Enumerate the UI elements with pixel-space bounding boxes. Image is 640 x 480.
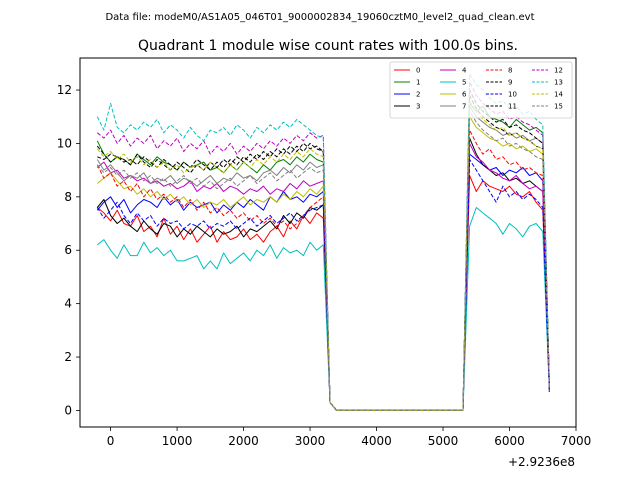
legend-label-11: 11 [508, 103, 517, 111]
legend-label-6: 6 [462, 91, 467, 99]
x-tick-label-0: 0 [107, 434, 115, 448]
series-line-15 [96, 110, 550, 411]
legend-label-15: 15 [554, 103, 563, 111]
legend-label-2: 2 [416, 91, 420, 99]
x-tick-label-7: 7000 [561, 434, 592, 448]
y-tick-label-5: 10 [57, 136, 72, 150]
chart-suptitle: Data file: modeM0/AS1A05_046T01_90000028… [105, 12, 534, 23]
legend-label-1: 1 [416, 79, 420, 87]
x-axis-offset-label: +2.9236e8 [508, 455, 575, 469]
chart-title: Quadrant 1 module wise count rates with … [138, 38, 518, 54]
legend-label-9: 9 [508, 79, 512, 87]
x-tick-label-1: 1000 [162, 434, 193, 448]
x-tick-label-4: 4000 [361, 434, 392, 448]
y-tick-label-6: 12 [57, 83, 72, 97]
y-tick-label-1: 2 [64, 350, 72, 364]
legend-label-14: 14 [554, 91, 563, 99]
y-axis: 0 2 4 6 8 10 12 [57, 83, 80, 417]
legend-label-4: 4 [462, 67, 467, 75]
legend-label-0: 0 [416, 67, 420, 75]
y-tick-label-2: 4 [64, 297, 72, 311]
x-tick-label-3: 3000 [295, 434, 326, 448]
legend-label-13: 13 [554, 79, 563, 87]
legend-label-3: 3 [416, 103, 420, 111]
x-tick-label-2: 2000 [228, 434, 259, 448]
legend-label-7: 7 [462, 103, 466, 111]
x-tick-label-5: 5000 [428, 434, 459, 448]
plot-frame [79, 57, 577, 428]
series-line-10 [96, 159, 550, 411]
x-tick-label-6: 6000 [494, 434, 525, 448]
legend-label-12: 12 [554, 67, 563, 75]
series-line-5 [96, 207, 550, 411]
legend-label-8: 8 [508, 67, 512, 75]
y-tick-label-3: 6 [64, 243, 72, 257]
y-tick-label-0: 0 [64, 403, 72, 417]
legend-label-10: 10 [508, 91, 517, 99]
legend-box [389, 61, 573, 119]
y-tick-label-4: 8 [64, 190, 72, 204]
series-line-8 [96, 129, 550, 411]
x-axis: 0 1000 2000 3000 4000 5000 6000 7000 [107, 427, 592, 448]
legend-label-5: 5 [462, 79, 466, 87]
series-line-6 [96, 116, 550, 411]
